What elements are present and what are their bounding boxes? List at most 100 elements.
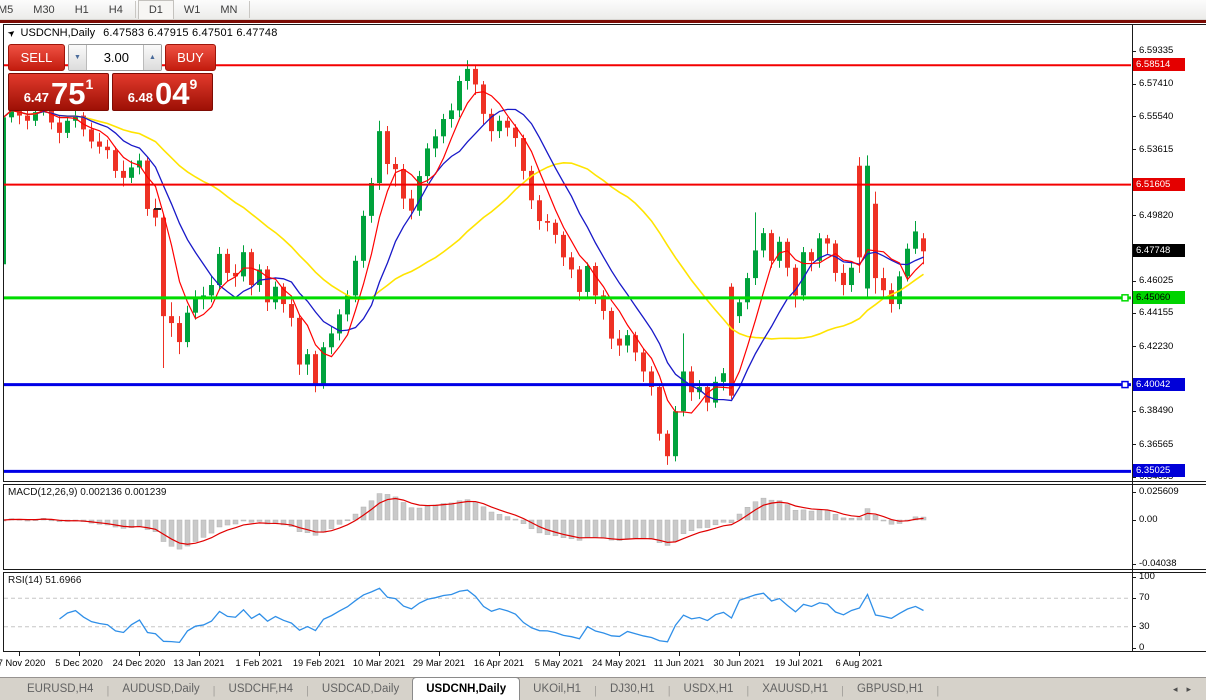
price-axis-tick (1132, 312, 1136, 314)
rsi-axis-label: 100 (1139, 571, 1155, 582)
date-axis-tick (559, 652, 560, 656)
timeframe-button-d1[interactable]: D1 (137, 0, 174, 19)
price-badge-6.40042: 6.40042 (1133, 377, 1185, 391)
sell-button[interactable]: SELL (8, 44, 65, 71)
tab-scroll-right-icon[interactable]: ▸ (1186, 684, 1200, 694)
price-axis-tick (1132, 215, 1136, 216)
chart-symbol-label: USDCNH,Daily (20, 27, 96, 39)
chart-tab-dj30[interactable]: DJ30,H1 (609, 683, 655, 695)
price-axis-tick (1132, 410, 1136, 412)
chart-tab-bar: EURUSD,H4 | AUDUSD,Daily | USDCHF,H4 | USDCAD,… (0, 677, 1206, 700)
toolbar-separator (249, 1, 251, 18)
rsi-axis-tick (1132, 626, 1136, 628)
chart-tab-usdchf[interactable]: USDCHF,H4 (228, 683, 294, 695)
date-axis-label: 24 May 2021 (592, 658, 646, 668)
price-axis-tick (1132, 50, 1136, 52)
date-axis-label: 1 Feb 2021 (235, 658, 283, 668)
chart-tab-audusd[interactable]: AUDUSD,Daily (122, 683, 200, 695)
tab-separator: | (746, 685, 750, 697)
tab-separator: | (841, 685, 844, 697)
date-axis-label: 29 Mar 2021 (412, 658, 466, 668)
date-axis-tick (139, 652, 140, 656)
rsi-label: RSI(14) 51.6966 (8, 575, 81, 586)
buy-price-prefix: 6.48 (127, 90, 154, 105)
date-axis-label: 30 Jun 2021 (713, 658, 765, 668)
one-click-trading-panel: SELL ▼ 3.00 ▲ BUY 6.47 75 1 6.48 04 9 (8, 44, 216, 111)
date-axis-tick (319, 652, 320, 656)
date-axis-label: 5 May 2021 (534, 658, 584, 668)
date-axis-tick (619, 652, 620, 656)
sell-price-tile[interactable]: 6.47 75 1 (8, 73, 109, 111)
timeframe-button-mn[interactable]: MN (220, 3, 238, 16)
toolbar-divider (0, 20, 1206, 23)
date-axis-tick (799, 652, 800, 656)
chart-tab-gbpusd[interactable]: GBPUSD,H1 (856, 683, 924, 695)
chart-tab-ukoil[interactable]: UKOil,H1 (533, 683, 582, 695)
macd-axis-label: 0.00 (1139, 514, 1158, 525)
volume-value[interactable]: 3.00 (103, 50, 129, 65)
date-axis-label: 17 Nov 2020 (0, 658, 46, 668)
buy-button[interactable]: BUY (165, 44, 216, 71)
date-axis-tick (379, 652, 380, 656)
macd-indicator-values: 0.002136 0.001239 (80, 487, 167, 498)
price-axis-label: 6.59335 (1139, 45, 1174, 56)
timeframe-button-w1[interactable]: W1 (183, 3, 201, 16)
date-axis-label: 24 Dec 2020 (112, 658, 166, 668)
hline-handle-6.4506[interactable] (1121, 294, 1129, 302)
date-axis-tick (499, 652, 500, 656)
chart-tab-usdcad[interactable]: USDCAD,Daily (321, 683, 400, 695)
hline-handle-6.40042[interactable] (1121, 380, 1129, 389)
date-axis-label: 19 Feb 2021 (292, 658, 346, 668)
chart-tab-usdcnh[interactable]: USDCNH,Daily (412, 677, 521, 700)
tab-separator: | (306, 685, 309, 697)
toolbar-separator (134, 1, 136, 18)
macd-axis-tick (1132, 563, 1136, 565)
price-axis-label: 6.44155 (1139, 307, 1174, 319)
rsi-panel[interactable] (3, 572, 1206, 652)
price-axis-label: 6.36565 (1139, 438, 1174, 450)
chart-title: ➤ USDCNH,Daily 6.47583 6.47915 6.47501 6… (5, 26, 278, 39)
volume-decrease-button[interactable]: ▼ (69, 45, 87, 70)
chart-tab-xauusd[interactable]: XAUUSD,H1 (762, 683, 829, 695)
volume-increase-button[interactable]: ▲ (143, 45, 161, 70)
rsi-axis-tick (1132, 576, 1136, 578)
price-badge-6.45060: 6.45060 (1133, 290, 1185, 304)
rsi-axis-tick (1132, 597, 1136, 599)
timeframe-button-h4[interactable]: H4 (108, 3, 123, 16)
price-badge-6.51605: 6.51605 (1133, 177, 1185, 191)
chart-tab-eurusd[interactable]: EURUSD,H4 (27, 683, 94, 695)
date-axis-tick (679, 652, 680, 656)
buy-price-pip: 9 (189, 76, 198, 92)
date-axis-tick (79, 652, 80, 656)
rsi-indicator-name: RSI(14) (8, 575, 43, 586)
price-axis-label: 6.55540 (1139, 110, 1174, 122)
chart-tab-usdx[interactable]: USDX,H1 (683, 683, 734, 695)
date-axis-tick (859, 652, 860, 656)
price-axis-tick (1132, 346, 1136, 348)
rsi-axis-tick (1132, 647, 1136, 649)
rsi-axis-label: 70 (1139, 592, 1150, 604)
price-badge-6.47748: 6.47748 (1133, 244, 1185, 258)
dash-annotation (154, 208, 161, 210)
price-axis-label: 6.57410 (1139, 78, 1174, 90)
macd-axis-label: -0.04038 (1139, 558, 1177, 570)
tab-scroll-arrows: ◂▸ (1173, 684, 1200, 695)
macd-axis-tick (1132, 491, 1136, 493)
macd-axis-tick (1132, 519, 1136, 521)
buy-price-tile[interactable]: 6.48 04 9 (112, 73, 213, 111)
rsi-indicator-value: 51.6966 (45, 575, 82, 586)
price-axis-tick (1132, 280, 1136, 282)
timeframe-button-h1[interactable]: H1 (74, 3, 89, 16)
date-axis-tick (19, 652, 20, 656)
buy-price-big: 04 (155, 76, 190, 111)
timeframe-button-m5[interactable]: M5 (0, 3, 14, 16)
date-axis-label: 10 Mar 2021 (352, 658, 406, 668)
macd-panel[interactable] (3, 484, 1206, 570)
date-axis-tick (439, 652, 440, 656)
tab-separator: | (212, 685, 216, 697)
timeframe-button-m30[interactable]: M30 (33, 3, 55, 16)
price-badge-6.35025: 6.35025 (1133, 464, 1185, 478)
chart-ohlc-values: 6.47583 6.47915 6.47501 6.47748 (103, 27, 278, 39)
tab-scroll-left-icon[interactable]: ◂ (1172, 684, 1187, 694)
